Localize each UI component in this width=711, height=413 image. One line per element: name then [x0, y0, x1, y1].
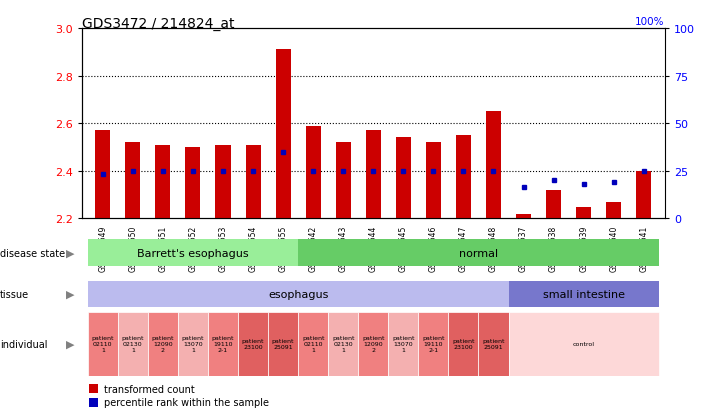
Text: patient
02110
1: patient 02110 1 [92, 335, 114, 352]
Bar [486, 112, 501, 219]
Bar [479, 312, 508, 376]
Bar [508, 312, 659, 376]
Bar [148, 312, 178, 376]
Text: percentile rank within the sample: percentile rank within the sample [104, 397, 269, 407]
Bar [606, 202, 621, 219]
Text: Barrett's esophagus: Barrett's esophagus [137, 248, 249, 258]
Text: patient
25091: patient 25091 [482, 338, 505, 349]
Text: patient
13070
1: patient 13070 1 [182, 335, 204, 352]
Text: tissue: tissue [0, 289, 29, 299]
Text: patient
23100: patient 23100 [452, 338, 475, 349]
Text: patient
12090
2: patient 12090 2 [362, 335, 385, 352]
Text: control: control [572, 341, 594, 347]
Bar [328, 312, 358, 376]
Text: patient
02110
1: patient 02110 1 [302, 335, 324, 352]
Bar [87, 281, 508, 308]
Text: patient
13070
1: patient 13070 1 [392, 335, 415, 352]
Text: patient
19110
2-1: patient 19110 2-1 [212, 335, 234, 352]
Bar [87, 312, 118, 376]
Bar [336, 143, 351, 219]
Bar [388, 312, 418, 376]
Bar [418, 312, 449, 376]
Text: patient
25091: patient 25091 [272, 338, 294, 349]
Bar [636, 171, 651, 219]
Bar [365, 131, 381, 219]
Bar [576, 207, 591, 219]
Text: patient
12090
2: patient 12090 2 [151, 335, 174, 352]
Text: normal: normal [459, 248, 498, 258]
Bar [186, 148, 201, 219]
Bar [208, 312, 238, 376]
Text: individual: individual [0, 339, 48, 349]
Bar [426, 143, 441, 219]
Bar [298, 240, 659, 266]
Text: ▶: ▶ [66, 248, 75, 258]
Bar [238, 312, 268, 376]
Bar [95, 131, 110, 219]
Bar [306, 126, 321, 219]
Bar [268, 312, 298, 376]
Bar [449, 312, 479, 376]
Text: patient
19110
2-1: patient 19110 2-1 [422, 335, 444, 352]
Bar [125, 143, 140, 219]
Text: 100%: 100% [636, 17, 665, 27]
Bar [546, 190, 561, 219]
Text: esophagus: esophagus [268, 289, 328, 299]
Bar [456, 136, 471, 219]
Text: disease state: disease state [0, 248, 65, 258]
Text: ▶: ▶ [66, 339, 75, 349]
Bar [87, 240, 298, 266]
Bar [358, 312, 388, 376]
Bar [178, 312, 208, 376]
Bar [245, 145, 260, 219]
Bar [396, 138, 411, 219]
Bar [118, 312, 148, 376]
Text: small intestine: small intestine [542, 289, 625, 299]
Bar [516, 214, 531, 219]
Text: patient
23100: patient 23100 [242, 338, 264, 349]
Bar [156, 145, 171, 219]
Text: GDS3472 / 214824_at: GDS3472 / 214824_at [82, 17, 234, 31]
Text: patient
02130
1: patient 02130 1 [332, 335, 355, 352]
Bar [508, 281, 659, 308]
Text: patient
02130
1: patient 02130 1 [122, 335, 144, 352]
Bar [276, 50, 291, 219]
Text: transformed count: transformed count [104, 384, 195, 394]
Bar [298, 312, 328, 376]
Bar [215, 145, 230, 219]
Text: ▶: ▶ [66, 289, 75, 299]
